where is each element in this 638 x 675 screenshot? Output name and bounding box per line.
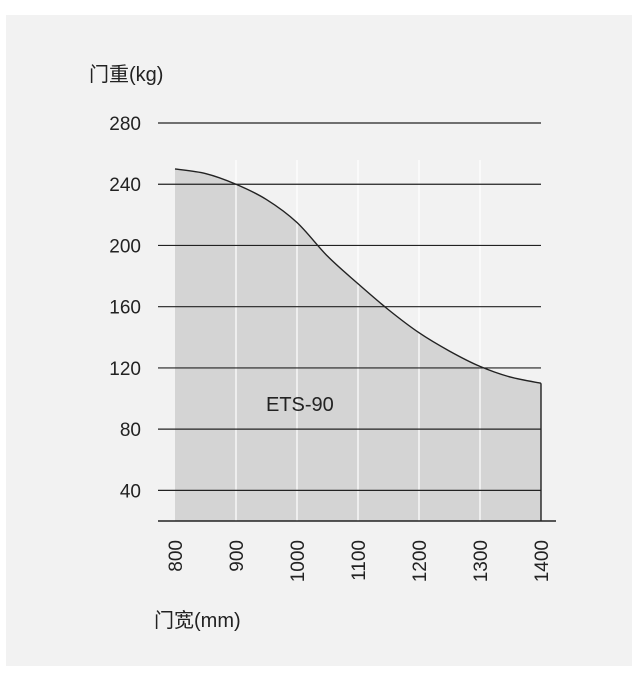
x-tick-label: 900 <box>227 540 248 572</box>
y-tick-label: 280 <box>109 114 141 135</box>
capacity-curve <box>174 168 542 384</box>
y-tick-label: 80 <box>120 420 141 441</box>
x-tick-label: 800 <box>166 540 187 572</box>
x-tick-label: 1200 <box>410 540 431 582</box>
series-label: ETS-90 <box>266 394 334 416</box>
y-tick-label: 120 <box>109 359 141 380</box>
x-tick-label: 1400 <box>532 540 553 582</box>
x-tick-label: 1000 <box>288 540 309 582</box>
x-tick-label: 1100 <box>349 540 370 581</box>
x-tick-label: 1300 <box>471 540 492 582</box>
vertical-grid <box>235 160 481 521</box>
y-tick-labels: 40 80 120 160 200 240 280 <box>109 114 141 502</box>
y-tick-label: 40 <box>120 481 141 502</box>
x-axis-title: 门宽(mm) <box>154 609 241 632</box>
y-tick-label: 160 <box>109 298 141 319</box>
y-axis-title: 门重(kg) <box>89 63 163 86</box>
horizontal-grid <box>158 122 541 491</box>
x-tick-labels: 800 900 1000 1100 1200 1300 1400 <box>166 540 553 582</box>
y-tick-label: 240 <box>109 175 141 196</box>
y-tick-label: 200 <box>109 236 141 257</box>
